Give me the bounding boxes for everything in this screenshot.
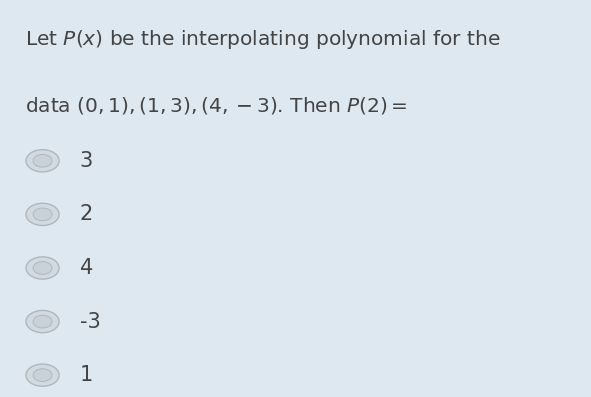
Text: 2: 2 — [80, 204, 93, 224]
Text: 4: 4 — [80, 258, 93, 278]
Circle shape — [33, 262, 52, 274]
Circle shape — [26, 257, 59, 279]
Circle shape — [26, 310, 59, 333]
Text: data $(0, 1), (1, 3), (4, -3)$. Then $P(2) =$: data $(0, 1), (1, 3), (4, -3)$. Then $P(… — [25, 95, 407, 116]
Circle shape — [26, 150, 59, 172]
Circle shape — [33, 315, 52, 328]
Circle shape — [33, 369, 52, 382]
Circle shape — [33, 208, 52, 221]
Text: 1: 1 — [80, 365, 93, 385]
Text: 3: 3 — [80, 151, 93, 171]
Circle shape — [33, 154, 52, 167]
Text: Let $P(x)$ be the interpolating polynomial for the: Let $P(x)$ be the interpolating polynomi… — [25, 28, 501, 51]
Text: -3: -3 — [80, 312, 100, 331]
Circle shape — [26, 203, 59, 225]
Circle shape — [26, 364, 59, 386]
